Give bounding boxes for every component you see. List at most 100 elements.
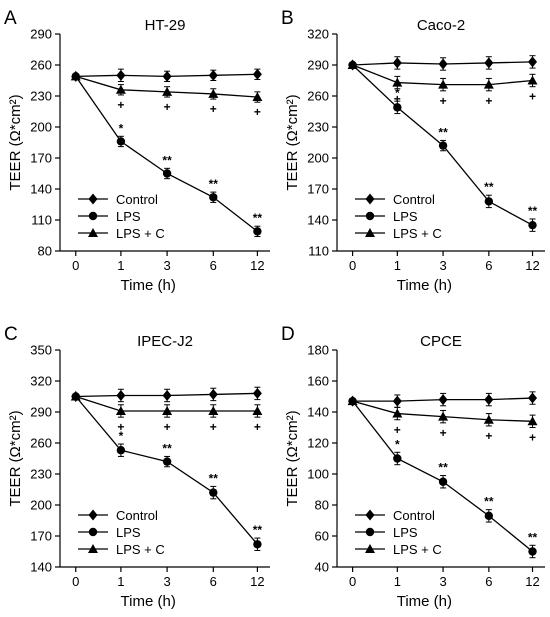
- y-axis-label: TEER (Ω*cm²): [284, 94, 301, 190]
- significance-star: *: [119, 429, 124, 443]
- x-tick-label: 12: [525, 258, 539, 273]
- data-point: [484, 197, 494, 206]
- data-point: [438, 141, 448, 150]
- series-control: [348, 391, 538, 408]
- y-tick-label: 290: [30, 405, 52, 420]
- data-point: [347, 60, 358, 69]
- significance-plus: +: [440, 426, 447, 440]
- y-tick-label: 320: [307, 27, 329, 42]
- y-tick-label: 260: [307, 89, 329, 104]
- x-axis-label: Time (h): [121, 593, 176, 610]
- data-point: [528, 220, 537, 230]
- x-tick-label: 6: [485, 574, 492, 589]
- legend-label: LPS: [393, 525, 418, 540]
- legend-marker: [88, 544, 98, 553]
- y-axis-label: TEER (Ω*cm²): [7, 410, 24, 506]
- data-point: [162, 169, 172, 178]
- significance-star: *: [395, 86, 400, 100]
- y-tick-label: 180: [307, 343, 329, 358]
- series-lps-c: + + + +: [347, 396, 538, 445]
- y-tick-label: 200: [307, 151, 329, 166]
- data-point: [528, 56, 538, 68]
- y-tick-label: 350: [30, 343, 52, 358]
- significance-plus: +: [254, 420, 261, 434]
- data-point: [208, 88, 219, 98]
- data-point: [115, 405, 126, 415]
- significance-star: **: [162, 441, 172, 455]
- significance-plus: +: [164, 420, 171, 434]
- y-tick-label: 140: [307, 213, 329, 228]
- data-point: [252, 405, 263, 415]
- data-point: [209, 488, 218, 497]
- x-tick-label: 12: [525, 574, 539, 589]
- x-tick-label: 6: [485, 258, 492, 273]
- data-point: [208, 405, 219, 415]
- y-tick-label: 230: [30, 467, 52, 482]
- data-point: [162, 86, 173, 96]
- data-point: [484, 511, 494, 521]
- y-tick-label: 200: [30, 120, 52, 135]
- data-point: [528, 547, 537, 556]
- significance-star: *: [395, 437, 400, 451]
- x-tick-label: 0: [349, 574, 356, 589]
- y-tick-label: 260: [30, 436, 52, 451]
- legend-marker: [365, 193, 375, 205]
- data-point: [483, 414, 494, 424]
- significance-plus: +: [485, 429, 492, 443]
- legend-label: Control: [393, 192, 435, 207]
- series-line: [75, 396, 258, 545]
- data-point: [70, 391, 81, 401]
- significance-star: **: [438, 125, 448, 139]
- x-tick-label: 0: [72, 258, 79, 273]
- x-axis-label: Time (h): [121, 277, 176, 294]
- series-lps: *******: [71, 72, 262, 238]
- chart-title: IPEC-J2: [137, 333, 193, 350]
- y-tick-label: 60: [315, 529, 329, 544]
- data-point: [116, 69, 126, 81]
- data-point: [527, 416, 538, 426]
- significance-plus: +: [529, 90, 536, 104]
- series-lps: *******: [348, 396, 538, 559]
- y-tick-label: 140: [30, 560, 52, 575]
- chart-title: Caco-2: [417, 17, 465, 34]
- legend-marker: [365, 509, 375, 521]
- data-point: [116, 137, 126, 146]
- data-point: [162, 389, 172, 401]
- y-tick-label: 80: [38, 244, 52, 259]
- legend-label: LPS: [116, 525, 141, 540]
- panel-label: C: [4, 324, 18, 345]
- x-axis-label: Time (h): [397, 593, 452, 610]
- legend-label: LPS + C: [116, 542, 165, 557]
- data-point: [392, 408, 403, 418]
- data-point: [392, 77, 403, 87]
- legend-label: LPS + C: [393, 542, 442, 557]
- x-tick-label: 1: [117, 574, 124, 589]
- data-point: [116, 389, 126, 401]
- data-point: [208, 388, 218, 400]
- x-tick-label: 12: [250, 574, 264, 589]
- significance-plus: +: [117, 98, 124, 112]
- significance-star: **: [528, 204, 538, 218]
- x-axis-label: Time (h): [397, 277, 452, 294]
- significance-star: **: [209, 177, 219, 191]
- legend-marker: [365, 211, 375, 221]
- y-tick-label: 100: [307, 467, 329, 482]
- x-tick-label: 1: [117, 258, 124, 273]
- y-tick-label: 170: [30, 529, 52, 544]
- data-point: [116, 446, 126, 455]
- y-tick-label: 290: [30, 27, 52, 42]
- x-tick-label: 3: [439, 258, 446, 273]
- panel-a: A HT-29 80 110 140 170 200 230 260 290 0 1 3 6 12 Time …: [4, 8, 270, 294]
- data-point: [115, 84, 126, 94]
- data-point: [438, 477, 448, 486]
- data-point: [438, 58, 448, 70]
- data-point: [252, 92, 263, 102]
- y-tick-label: 230: [307, 120, 329, 135]
- data-point: [253, 540, 262, 549]
- x-tick-label: 1: [394, 258, 401, 273]
- significance-star: **: [484, 180, 494, 194]
- significance-star: **: [253, 523, 263, 537]
- legend-marker: [88, 509, 98, 521]
- data-point: [252, 387, 262, 399]
- legend-label: LPS: [393, 209, 418, 224]
